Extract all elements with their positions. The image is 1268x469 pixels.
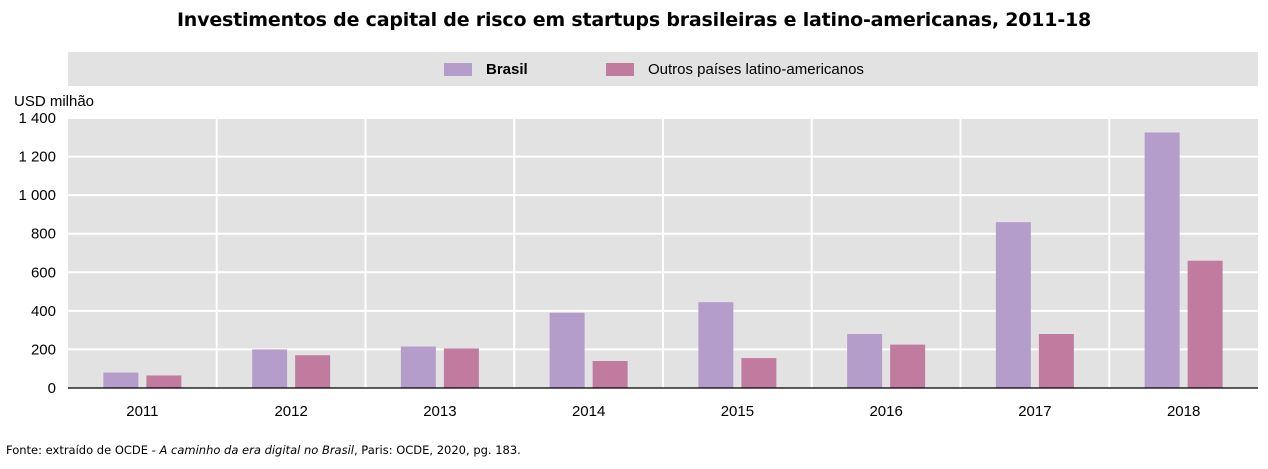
bar-outros-2012 <box>295 355 331 388</box>
legend-swatch-brasil <box>444 62 472 76</box>
legend-swatch-outros <box>606 62 634 76</box>
y-tick-label: 1 000 <box>18 187 56 204</box>
bar-outros-2018 <box>1187 260 1223 388</box>
footnote-title: A caminho da era digital no Brasil <box>159 443 355 457</box>
bar-brasil-2012 <box>252 349 288 388</box>
y-tick-label: 200 <box>31 341 56 358</box>
y-tick-label: 800 <box>31 226 56 243</box>
legend-label-brasil: Brasil <box>486 60 528 78</box>
source-footnote: Fonte: extraído de OCDE - A caminho da e… <box>6 443 521 457</box>
bar-outros-2014 <box>592 361 628 388</box>
bar-outros-2011 <box>146 375 182 388</box>
y-tick-label: 1 400 <box>18 110 56 127</box>
footnote-suffix: , Paris: OCDE, 2020, pg. 183. <box>354 443 521 457</box>
bar-brasil-2018 <box>1144 132 1180 388</box>
bar-outros-2013 <box>443 348 479 388</box>
y-tick-label: 400 <box>31 303 56 320</box>
legend-item-brasil: Brasil <box>444 52 528 86</box>
x-tick-label: 2012 <box>274 403 307 420</box>
y-axis-label: USD milhão <box>14 93 94 110</box>
legend: Brasil Outros países latino-americanos <box>68 52 1258 86</box>
bar-outros-2016 <box>890 344 926 388</box>
x-tick-label: 2016 <box>869 403 902 420</box>
bar-brasil-2014 <box>549 312 585 388</box>
y-tick-label: 600 <box>31 264 56 281</box>
bar-brasil-2015 <box>698 302 734 388</box>
x-tick-label: 2013 <box>423 403 456 420</box>
bar-outros-2015 <box>741 358 777 388</box>
y-tick-label: 0 <box>48 380 56 397</box>
bar-brasil-2016 <box>847 334 883 388</box>
x-tick-label: 2018 <box>1167 403 1200 420</box>
x-tick-label: 2017 <box>1018 403 1051 420</box>
x-tick-label: 2015 <box>721 403 754 420</box>
x-tick-label: 2014 <box>572 403 605 420</box>
bar-outros-2017 <box>1038 334 1074 388</box>
chart-title: Investimentos de capital de risco em sta… <box>176 9 1092 31</box>
legend-item-outros: Outros países latino-americanos <box>606 52 864 86</box>
bar-brasil-2011 <box>103 372 139 388</box>
footnote-prefix: Fonte: extraído de OCDE - <box>6 443 160 457</box>
y-tick-label: 1 200 <box>18 149 56 166</box>
bar-brasil-2017 <box>995 222 1031 388</box>
bar-brasil-2013 <box>400 346 436 388</box>
legend-label-outros: Outros países latino-americanos <box>648 60 864 78</box>
x-tick-label: 2011 <box>126 403 158 420</box>
